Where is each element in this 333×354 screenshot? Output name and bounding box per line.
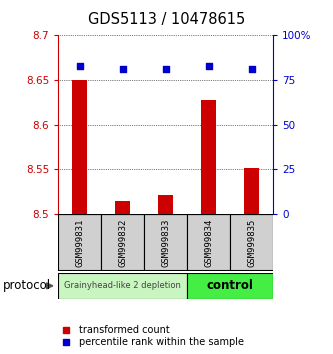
Point [120,67,125,72]
Text: GSM999831: GSM999831 [75,218,84,267]
Text: protocol: protocol [3,279,52,292]
Bar [58,273,187,299]
Bar [201,100,216,214]
Text: GSM999833: GSM999833 [161,218,170,267]
Text: Grainyhead-like 2 depletion: Grainyhead-like 2 depletion [64,281,181,290]
Text: control: control [207,279,253,292]
Point [163,67,168,72]
Point [77,63,83,69]
Bar [158,194,173,214]
Text: GSM999835: GSM999835 [247,218,256,267]
Bar [187,273,273,299]
Bar [115,201,130,214]
Bar [144,214,187,271]
Bar [58,214,101,271]
Bar [244,168,259,214]
Bar [72,80,87,214]
Text: GDS5113 / 10478615: GDS5113 / 10478615 [88,12,245,27]
Text: GSM999834: GSM999834 [204,218,213,267]
Bar [187,214,230,271]
Point [206,63,211,69]
Text: GSM999832: GSM999832 [118,218,127,267]
Point [249,67,254,72]
Legend: transformed count, percentile rank within the sample: transformed count, percentile rank withi… [57,325,244,347]
Bar [230,214,273,271]
Bar [101,214,144,271]
